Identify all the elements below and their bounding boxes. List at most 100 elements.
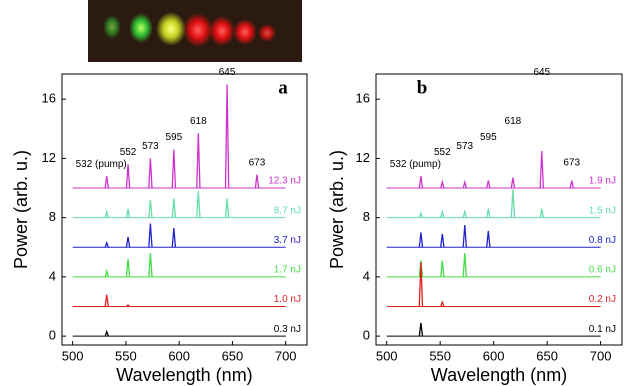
- trace-label: 1.5 nJ: [589, 205, 616, 216]
- emission-peak: [462, 179, 468, 189]
- peak-annotation: 532 (pump): [76, 159, 127, 170]
- emission-peak: [196, 133, 201, 189]
- emission-peak: [486, 230, 491, 248]
- emission-peak: [104, 329, 109, 337]
- emission-peak: [462, 253, 468, 277]
- emission-peak: [418, 260, 424, 277]
- peak-annotation: 573: [142, 141, 159, 152]
- emission-peak: [171, 198, 177, 218]
- emission-peak: [148, 199, 153, 218]
- trace-label: 12.3 nJ: [268, 176, 301, 187]
- trace-label: 8.7 nJ: [274, 205, 301, 216]
- x-tick-label: 600: [483, 348, 505, 363]
- trace-label: 0.3 nJ: [274, 324, 301, 335]
- photo: [88, 0, 302, 62]
- emission-peak: [126, 304, 131, 307]
- emission-peak: [125, 208, 131, 218]
- emission-peak: [440, 209, 445, 218]
- chart-panel: 500 550 600 650 700 0 4 8 12 16 1.9 nJ 1.5 nJ 0.8 nJ…: [327, 67, 623, 385]
- emission-peak: [462, 225, 468, 248]
- peak-annotation: 618: [190, 116, 207, 127]
- emission-peak: [418, 232, 424, 248]
- emission-peak: [171, 149, 177, 189]
- emission-peak: [418, 262, 424, 307]
- emission-peak: [224, 198, 230, 218]
- spectrum-trace: 1.7 nJ: [72, 253, 301, 278]
- spectrum-trace: 0.2 nJ: [386, 262, 616, 307]
- x-tick-label: 600: [168, 348, 190, 363]
- emission-peak: [486, 208, 491, 218]
- peak-annotation: 595: [480, 132, 497, 143]
- emission-peak: [104, 240, 109, 248]
- emission-peak: [539, 150, 545, 189]
- x-axis-label: Wavelength (nm): [116, 365, 252, 385]
- y-tick-label: 16: [42, 91, 56, 106]
- emission-peak: [254, 174, 260, 189]
- emission-peak: [125, 259, 131, 277]
- trace-label: 1.0 nJ: [274, 294, 301, 305]
- spectrum-trace: 1.0 nJ: [72, 294, 301, 307]
- spectrum-trace: 3.7 nJ: [72, 223, 301, 248]
- x-tick-label: 550: [115, 348, 137, 363]
- emission-peak: [104, 294, 109, 307]
- spectrum-trace: 0.6 nJ: [386, 253, 616, 278]
- y-tick-label: 12: [42, 150, 56, 165]
- emission-peak: [171, 227, 177, 248]
- x-tick-label: 700: [275, 348, 297, 363]
- trace-label: 0.1 nJ: [589, 324, 616, 335]
- emission-peak: [462, 209, 468, 218]
- peak-annotation: 532 (pump): [390, 159, 441, 170]
- y-axis-label: Power (arb. u.): [11, 150, 31, 269]
- y-axis-label: Power (arb. u.): [327, 150, 347, 269]
- emission-peak: [104, 268, 109, 278]
- x-tick-label: 650: [222, 348, 244, 363]
- emission-peak: [440, 300, 445, 307]
- y-tick-label: 8: [363, 209, 370, 224]
- peak-annotation: 595: [166, 132, 183, 143]
- emission-peak: [148, 158, 153, 189]
- peak-annotation: 645: [533, 67, 550, 78]
- x-tick-label: 650: [536, 348, 558, 363]
- plot-frame: [61, 73, 308, 346]
- x-tick-label: 500: [62, 348, 84, 363]
- y-tick-label: 12: [356, 150, 370, 165]
- emission-peak: [196, 190, 201, 218]
- trace-label: 3.7 nJ: [274, 235, 301, 246]
- emission-peak: [104, 176, 109, 189]
- x-axis-label: Wavelength (nm): [431, 365, 567, 385]
- peak-annotation: 673: [249, 157, 266, 168]
- spectrum-trace: 8.7 nJ: [72, 190, 301, 219]
- emission-peak: [104, 209, 109, 218]
- emission-peak: [569, 180, 574, 189]
- x-tick-label: 550: [429, 348, 451, 363]
- trace-label: 1.7 nJ: [274, 265, 301, 276]
- peak-annotation: 673: [563, 157, 580, 168]
- plot-frame: [375, 73, 623, 346]
- peak-annotation: 552: [120, 147, 137, 158]
- trace-label: 0.8 nJ: [589, 235, 616, 246]
- peak-annotation: 552: [434, 147, 451, 158]
- emission-peak: [148, 253, 153, 277]
- y-tick-label: 0: [363, 328, 370, 343]
- emission-peak: [418, 211, 424, 218]
- trace-label: 0.2 nJ: [589, 294, 616, 305]
- emission-peak: [148, 223, 153, 248]
- emission-peak: [440, 233, 445, 248]
- y-tick-label: 8: [49, 209, 56, 224]
- trace-label: 1.9 nJ: [589, 176, 616, 187]
- x-tick-label: 500: [376, 348, 398, 363]
- panel-label: b: [417, 77, 428, 98]
- y-tick-label: 4: [49, 268, 56, 283]
- spectrum-trace: 12.3 nJ: [72, 84, 301, 189]
- peak-annotation: 618: [505, 116, 522, 127]
- emission-peak: [510, 189, 516, 218]
- spectrum-trace: 0.3 nJ: [72, 324, 301, 337]
- x-tick-label: 700: [590, 348, 612, 363]
- chart-panel: 500 550 600 650 700 0 4 8 12 16 12.3 nJ 8.7 nJ 3.7 n…: [11, 67, 308, 385]
- spectrum-trace: 0.1 nJ: [386, 322, 616, 337]
- spectrum-trace: 1.9 nJ: [386, 150, 616, 189]
- emission-peak: [125, 164, 131, 189]
- spectrum-trace: 0.8 nJ: [386, 225, 616, 248]
- emission-peak: [440, 260, 445, 277]
- emission-peak: [510, 177, 516, 189]
